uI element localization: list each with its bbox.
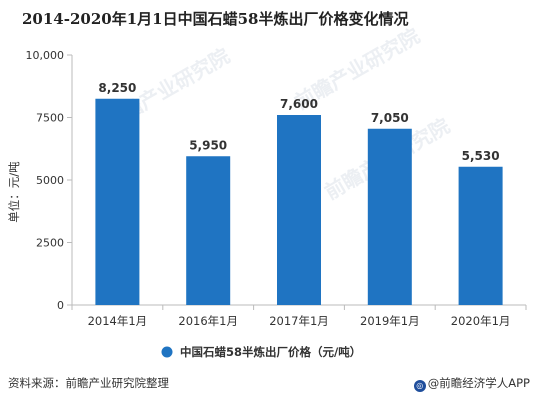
x-tick-label: 2016年1月 (178, 314, 238, 328)
bars (95, 98, 503, 305)
y-tick-label: 0 (57, 299, 64, 312)
y-tick-label: 7500 (36, 112, 64, 125)
y-ticks: 0 2500 5000 7500 10,000 (26, 49, 72, 312)
chart-title: 2014-2020年1月1日中国石蜡58半炼出厂价格变化情况 (22, 10, 409, 28)
y-tick-label: 2500 (36, 237, 64, 250)
data-label: 7,600 (280, 97, 318, 111)
legend: 中国石蜡58半炼出厂价格（元/吨） (161, 345, 361, 359)
x-ticks: 2014年1月 2016年1月 2017年1月 2019年1月 2020年1月 (71, 305, 527, 328)
brand-text: @前瞻经济学人APP (427, 376, 530, 390)
x-tick-label: 2020年1月 (451, 314, 511, 328)
y-axis-label: 单位：元/吨 (7, 161, 21, 223)
bar (186, 156, 231, 305)
brand-logo-icon: ◎ (413, 380, 426, 392)
x-tick-label: 2019年1月 (360, 314, 420, 328)
legend-label: 中国石蜡58半炼出厂价格（元/吨） (180, 345, 361, 359)
bar (458, 166, 503, 305)
source-note: 资料来源：前瞻产业研究院整理 (8, 376, 169, 390)
data-label: 7,050 (371, 111, 409, 125)
y-tick-label: 5000 (36, 174, 64, 187)
bar (367, 128, 412, 305)
data-label: 8,250 (98, 81, 136, 95)
data-label: 5,530 (462, 149, 500, 163)
bar (95, 98, 140, 305)
legend-marker (161, 346, 173, 358)
brand-credit: ◎ @前瞻经济学人APP (413, 375, 530, 392)
bar (277, 115, 321, 305)
x-tick-label: 2014年1月 (88, 314, 148, 328)
bar-chart: 前瞻产业研究院前瞻产业研究院前瞻产业研究院 025005000750010,00… (7, 24, 527, 359)
data-label: 5,950 (189, 138, 227, 152)
x-tick-label: 2017年1月 (269, 314, 329, 328)
data-labels: 8,250 5,950 7,600 7,050 5,530 (98, 81, 499, 163)
y-tick-label: 10,000 (26, 49, 65, 62)
